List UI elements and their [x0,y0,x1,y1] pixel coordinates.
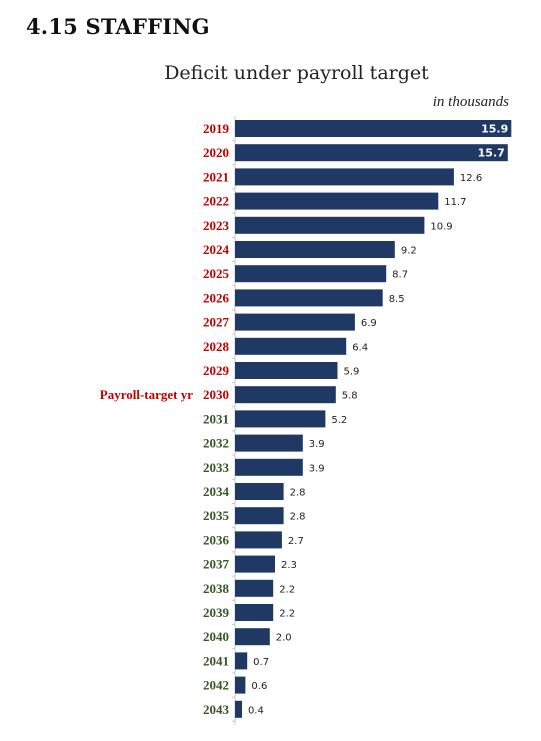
category-label-2020: 2020 [203,145,229,160]
bar-2042 [235,676,246,694]
category-label-2031: 2031 [203,411,229,426]
category-label-2037: 2037 [203,557,230,572]
value-label-2037: 2.3 [281,560,297,571]
value-label-2040: 2.0 [276,633,292,644]
category-label-2034: 2034 [203,484,230,499]
bar-2025 [235,265,387,283]
category-label-2019: 2019 [203,121,230,136]
chart-title: Deficit under payroll target [164,62,429,84]
bar-2032 [235,434,303,452]
value-label-2024: 9.2 [401,246,417,257]
value-label-2028: 6.4 [352,342,368,353]
value-label-2041: 0.7 [253,657,269,668]
value-label-2032: 3.9 [309,439,325,450]
bar-2029 [235,362,338,379]
category-label-2025: 2025 [203,266,230,281]
value-label-2025: 8.7 [392,270,408,281]
bar-2020 [235,144,508,162]
bar-2021 [235,168,454,186]
value-label-2039: 2.2 [279,609,295,620]
unit-note: in thousands [432,94,509,110]
bar-2024 [235,241,395,258]
category-label-2038: 2038 [203,581,230,596]
bar-2022 [235,192,439,210]
value-label-2020: 15.7 [478,147,505,160]
value-label-2022: 11.7 [444,197,466,208]
category-label-2024: 2024 [203,242,230,257]
bar-2031 [235,410,326,428]
value-label-2027: 6.9 [361,318,377,329]
category-label-2023: 2023 [203,218,230,233]
category-label-2042: 2042 [203,678,229,693]
category-label-2022: 2022 [203,194,229,209]
value-label-2038: 2.2 [279,584,295,595]
value-label-2023: 10.9 [430,221,452,232]
bar-2038 [235,579,274,597]
bar-2039 [235,604,274,621]
category-label-2036: 2036 [203,532,230,547]
value-label-2042: 0.6 [251,681,267,692]
bar-2033 [235,458,303,476]
bar-2034 [235,483,284,500]
payroll-target-annotation: Payroll-target yr [100,387,193,402]
bar-2043 [235,700,242,718]
category-label-2029: 2029 [203,363,230,378]
category-label-2043: 2043 [203,702,230,717]
category-label-2035: 2035 [203,508,230,523]
bar-2036 [235,531,282,549]
category-label-2041: 2041 [203,653,229,668]
category-label-2026: 2026 [203,290,230,305]
value-label-2033: 3.9 [309,463,325,474]
category-label-2021: 2021 [203,169,229,184]
value-label-2035: 2.8 [290,512,306,523]
category-label-2028: 2028 [203,339,230,354]
bar-2026 [235,289,383,307]
category-label-2033: 2033 [203,460,230,475]
category-label-2027: 2027 [203,315,230,330]
section-title: 4.15 STAFFING [26,14,210,39]
value-label-2030: 5.8 [342,391,358,402]
bar-2023 [235,216,425,234]
bar-2041 [235,652,248,670]
value-label-2021: 12.6 [460,173,482,184]
value-label-2029: 5.9 [344,367,360,378]
bar-2037 [235,555,275,573]
value-label-2034: 2.8 [290,488,306,499]
value-label-2043: 0.4 [248,705,264,716]
value-label-2026: 8.5 [389,294,405,305]
bar-2019 [235,120,512,137]
category-label-2040: 2040 [203,629,229,644]
bar-2040 [235,628,270,646]
category-label-2039: 2039 [203,605,230,620]
category-label-2032: 2032 [203,436,229,451]
bar-2027 [235,313,355,331]
value-label-2031: 5.2 [331,415,347,426]
bar-2035 [235,507,284,525]
value-label-2019: 15.9 [481,123,508,136]
bar-2030 [235,386,336,404]
category-label-2030: 2030 [203,387,229,402]
value-label-2036: 2.7 [288,536,304,547]
bar-2028 [235,337,347,355]
